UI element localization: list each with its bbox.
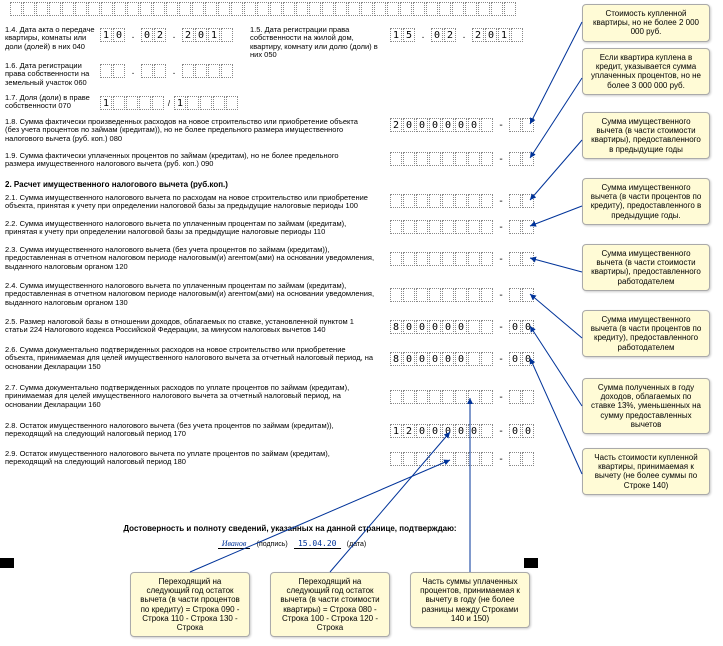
f28-label: 2.8. Остаток имущественного налогового в… (5, 422, 375, 439)
annot-a8: Часть стоимости купленной квартиры, прин… (582, 448, 710, 495)
f16-label: 1.6. Дата регистрации права собственност… (5, 62, 95, 87)
f28-val[interactable]: 1200000-00 (390, 424, 534, 438)
f22-label: 2.2. Сумма имущественного налогового выч… (5, 220, 375, 237)
f18-val[interactable]: 2000000- (390, 118, 534, 132)
f25-label: 2.5. Размер налоговой базы в отношении д… (5, 318, 375, 335)
f25-val[interactable]: 800000-00 (390, 320, 534, 334)
signature-name-label: (подпись) (257, 541, 288, 548)
f22-val[interactable]: - (390, 220, 534, 234)
signature-date-label: (дата) (347, 541, 367, 548)
f17-frac[interactable]: 1 / 1 (100, 96, 238, 110)
f18-label: 1.8. Сумма фактически произведенных расх… (5, 118, 365, 143)
signature-title: Достоверность и полноту сведений, указан… (60, 524, 520, 533)
annot-a6: Сумма имущественного вычета (в части про… (582, 310, 710, 357)
f15-label: 1.5. Дата регистрации права собственност… (250, 26, 380, 59)
f24-label: 2.4. Сумма имущественного налогового выч… (5, 282, 375, 307)
f29-label: 2.9. Остаток имущественного налогового в… (5, 450, 375, 467)
top-cells (10, 2, 516, 16)
f14-date[interactable]: 10.02.201 (100, 28, 233, 42)
f26-val[interactable]: 800000-00 (390, 352, 534, 366)
f23-val[interactable]: - (390, 252, 534, 266)
f17-label: 1.7. Доля (доли) в праве собственности 0… (5, 94, 95, 111)
f19-label: 1.9. Сумма фактически уплаченных процент… (5, 152, 365, 169)
f21-val[interactable]: - (390, 194, 534, 208)
f26-label: 2.6. Сумма документально подтвержденных … (5, 346, 375, 371)
f24-val[interactable]: - (390, 288, 534, 302)
annot-a7: Сумма полученных в году доходов, облагае… (582, 378, 710, 434)
f23-label: 2.3. Сумма имущественного налогового выч… (5, 246, 375, 271)
f15-date[interactable]: 15.02.201 (390, 28, 523, 42)
section2-title: 2. Расчет имущественного налогового выче… (5, 180, 228, 189)
signature-date: 15.04.20 (294, 539, 341, 549)
signature-block: Достоверность и полноту сведений, указан… (60, 524, 520, 549)
annot-a4: Сумма имущественного вычета (в части про… (582, 178, 710, 225)
f29-val[interactable]: - (390, 452, 534, 466)
black-marker-right (524, 558, 538, 568)
annot-b2: Переходящий на следующий год остаток выч… (270, 572, 390, 637)
annot-a3: Сумма имущественного вычета (в части сто… (582, 112, 710, 159)
signature-name: Иванов (218, 539, 251, 549)
annot-a1: Стоимость купленной квартиры, но не боле… (582, 4, 710, 42)
f21-label: 2.1. Сумма имущественного налогового выч… (5, 194, 375, 211)
f16-date[interactable]: .. (100, 64, 233, 78)
form-page: 1.4. Дата акта о передаче квартиры, комн… (0, 0, 540, 646)
annot-a2: Если квартира куплена в кредит, указывае… (582, 48, 710, 95)
f14-label: 1.4. Дата акта о передаче квартиры, комн… (5, 26, 95, 51)
f19-val[interactable]: - (390, 152, 534, 166)
annot-b1: Переходящий на следующий год остаток выч… (130, 572, 250, 637)
black-marker-left (0, 558, 14, 568)
annot-a5: Сумма имущественного вычета (в части сто… (582, 244, 710, 291)
f27-val[interactable]: - (390, 390, 534, 404)
annot-b3: Часть суммы уплаченных процентов, приним… (410, 572, 530, 628)
f27-label: 2.7. Сумма документально подтвержденных … (5, 384, 375, 409)
